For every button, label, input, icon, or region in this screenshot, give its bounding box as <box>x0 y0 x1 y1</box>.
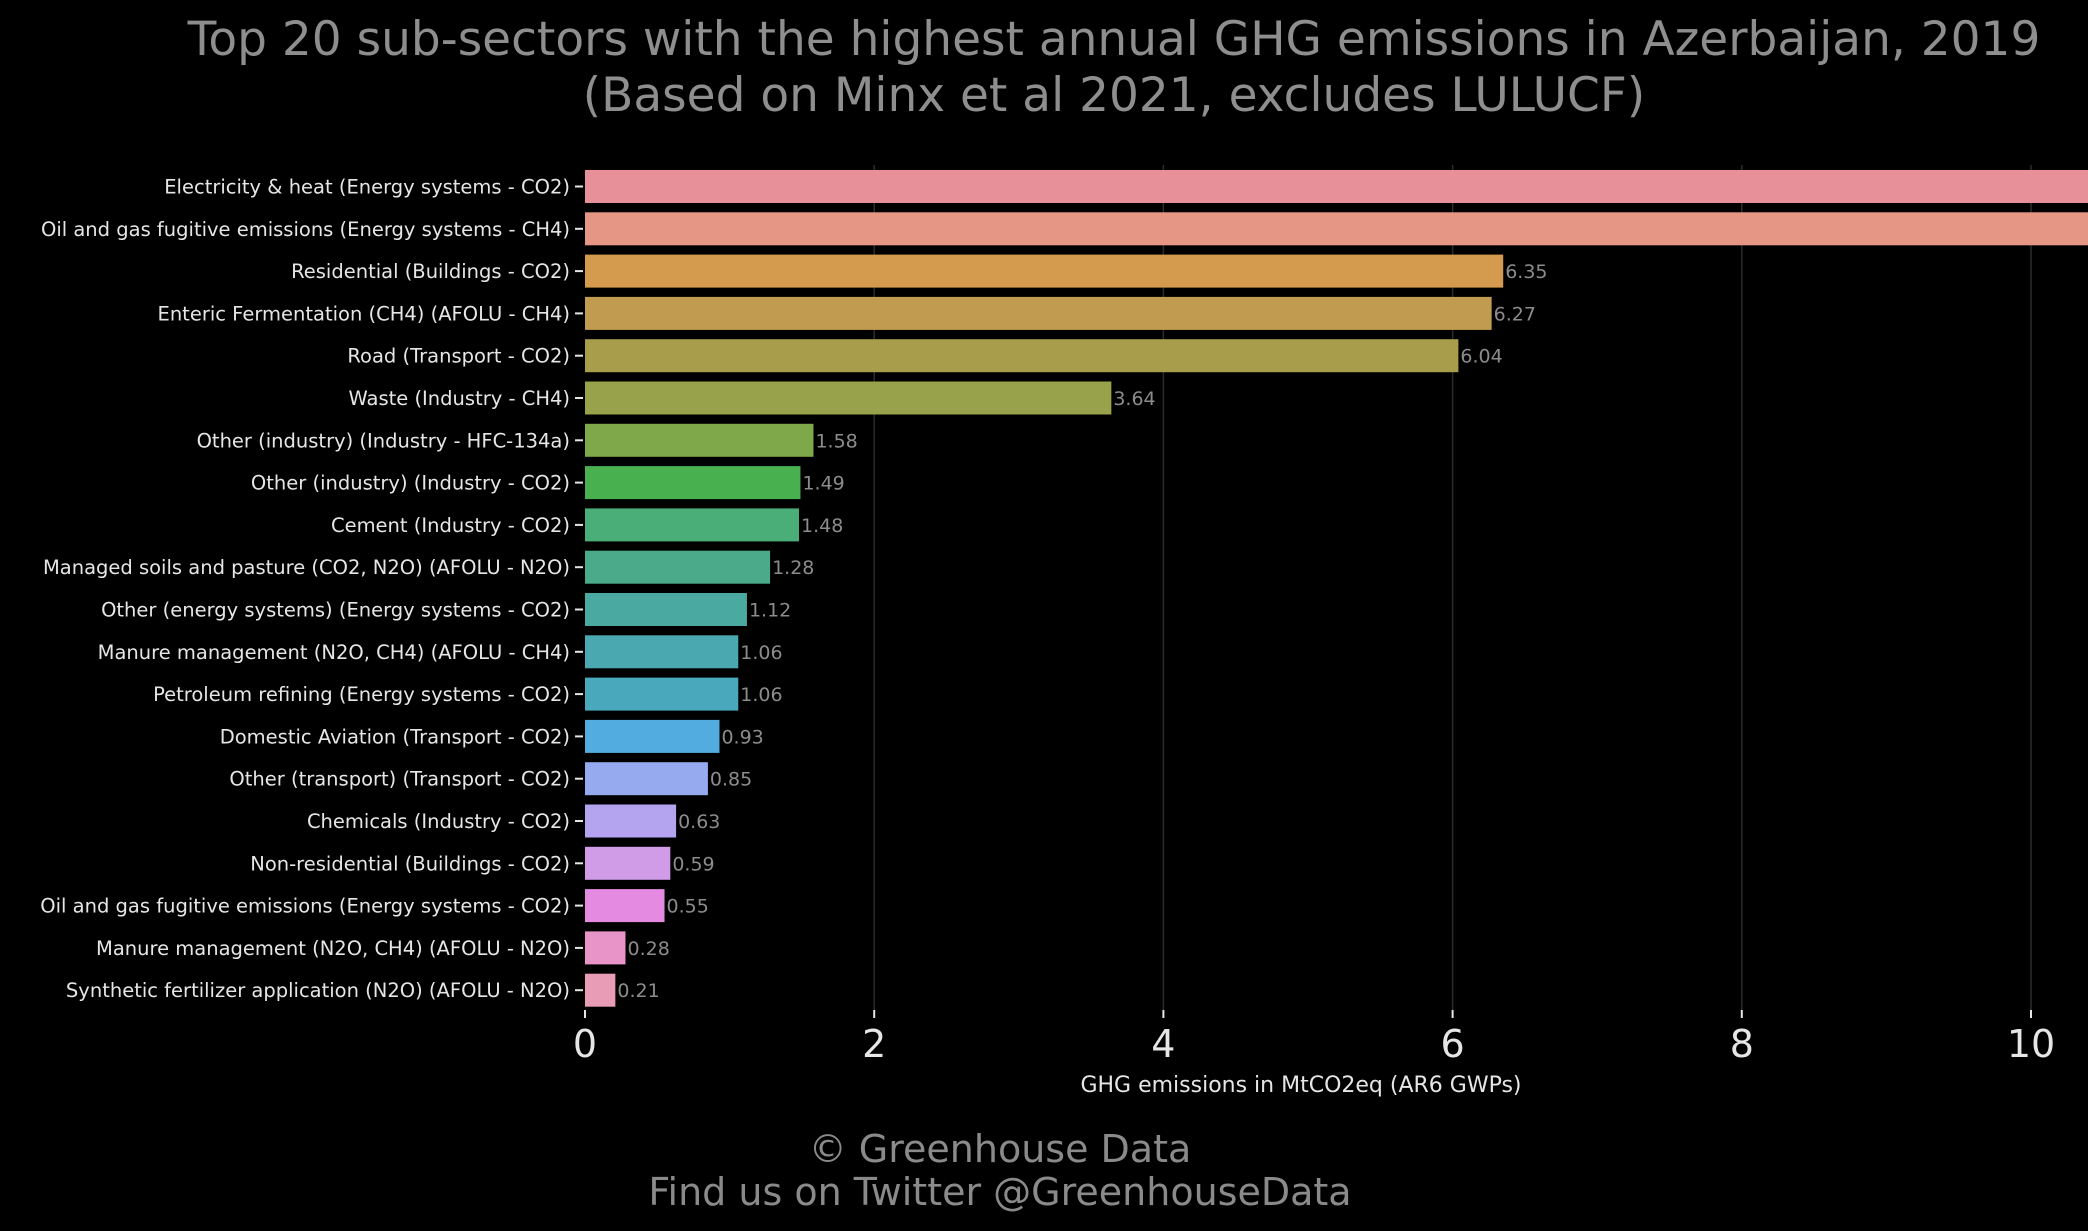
bar-8 <box>585 466 801 500</box>
value-label-16: 0.63 <box>678 811 720 833</box>
category-label-7: Other (industry) (Industry - HFC-134a) <box>197 429 570 452</box>
value-label-6: 3.64 <box>1113 388 1155 410</box>
bar-18 <box>585 889 665 923</box>
value-label-19: 0.28 <box>627 938 669 960</box>
x-axis-ticks: 02468101214 <box>573 1010 2055 1066</box>
value-label-15: 0.85 <box>710 769 752 791</box>
category-label-4: Enteric Fermentation (CH4) (AFOLU - CH4) <box>158 302 571 325</box>
category-label-13: Petroleum refining (Energy systems - CO2… <box>153 683 570 706</box>
grid-lines <box>873 165 2032 1010</box>
value-label-4: 6.27 <box>1494 303 1536 325</box>
value-label-3: 6.35 <box>1505 261 1547 283</box>
bar-6 <box>585 381 1112 415</box>
bar-15 <box>585 762 708 796</box>
value-label-20: 0.21 <box>617 980 659 1002</box>
category-label-20: Synthetic fertilizer application (N2O) (… <box>66 979 570 1002</box>
value-label-11: 1.12 <box>749 600 791 622</box>
bar-4 <box>585 296 1492 330</box>
value-label-9: 1.48 <box>801 515 843 537</box>
category-label-1: Electricity & heat (Energy systems - CO2… <box>164 176 570 199</box>
value-label-14: 0.93 <box>721 726 763 748</box>
value-label-10: 1.28 <box>772 557 814 579</box>
category-label-12: Manure management (N2O, CH4) (AFOLU - CH… <box>98 641 570 664</box>
bar-12 <box>585 635 739 669</box>
bar-13 <box>585 677 739 711</box>
x-tick-label-0: 0 <box>573 1022 597 1066</box>
category-label-16: Chemicals (Industry - CO2) <box>307 810 570 833</box>
category-label-6: Waste (Industry - CH4) <box>348 387 570 410</box>
chart-title-line-1: Top 20 sub-sectors with the highest annu… <box>187 12 2041 67</box>
bar-5 <box>585 339 1459 373</box>
bar-9 <box>585 508 800 542</box>
bar-19 <box>585 931 626 965</box>
category-label-14: Domestic Aviation (Transport - CO2) <box>220 725 570 748</box>
value-label-12: 1.06 <box>740 642 782 664</box>
category-labels: Electricity & heat (Energy systems - CO2… <box>40 176 583 1002</box>
x-tick-label-2: 2 <box>862 1022 886 1066</box>
category-label-5: Road (Transport - CO2) <box>347 345 570 368</box>
x-tick-label-8: 8 <box>1730 1022 1754 1066</box>
bar-3 <box>585 254 1504 288</box>
category-label-3: Residential (Buildings - CO2) <box>291 260 570 283</box>
bar-14 <box>585 719 720 753</box>
category-label-9: Cement (Industry - CO2) <box>331 514 570 537</box>
chart-title-line-2: (Based on Minx et al 2021, excludes LULU… <box>582 68 1646 123</box>
value-label-17: 0.59 <box>672 853 714 875</box>
category-label-10: Managed soils and pasture (CO2, N2O) (AF… <box>43 556 570 579</box>
value-label-5: 6.04 <box>1460 346 1502 368</box>
footer-twitter: Find us on Twitter @GreenhouseData <box>648 1170 1352 1214</box>
bar-17 <box>585 846 671 880</box>
bar-10 <box>585 550 771 584</box>
bar-7 <box>585 423 814 457</box>
category-label-18: Oil and gas fugitive emissions (Energy s… <box>40 895 570 918</box>
x-axis-label: GHG emissions in MtCO2eq (AR6 GWPs) <box>1080 1073 1521 1098</box>
value-label-7: 1.58 <box>815 430 857 452</box>
bar-11 <box>585 593 747 626</box>
category-label-8: Other (industry) (Industry - CO2) <box>251 472 570 495</box>
category-label-19: Manure management (N2O, CH4) (AFOLU - N2… <box>96 937 570 960</box>
bars <box>585 170 2088 1007</box>
value-label-13: 1.06 <box>740 684 782 706</box>
x-tick-label-4: 4 <box>1151 1022 1175 1066</box>
x-tick-label-6: 6 <box>1441 1022 1465 1066</box>
category-label-2: Oil and gas fugitive emissions (Energy s… <box>41 218 570 241</box>
x-tick-label-10: 10 <box>2007 1022 2055 1066</box>
bar-16 <box>585 804 677 838</box>
value-label-8: 1.49 <box>802 473 844 495</box>
category-label-17: Non-residential (Buildings - CO2) <box>250 852 570 875</box>
footer-copyright: © Greenhouse Data <box>808 1127 1192 1171</box>
value-labels: 13.7412.066.356.276.043.641.581.491.481.… <box>617 261 1547 1002</box>
value-label-18: 0.55 <box>667 896 709 918</box>
bar-1 <box>585 170 2088 203</box>
bar-2 <box>585 212 2088 246</box>
category-label-15: Other (transport) (Transport - CO2) <box>229 768 570 791</box>
bar-20 <box>585 973 616 1007</box>
category-label-11: Other (energy systems) (Energy systems -… <box>101 599 570 622</box>
